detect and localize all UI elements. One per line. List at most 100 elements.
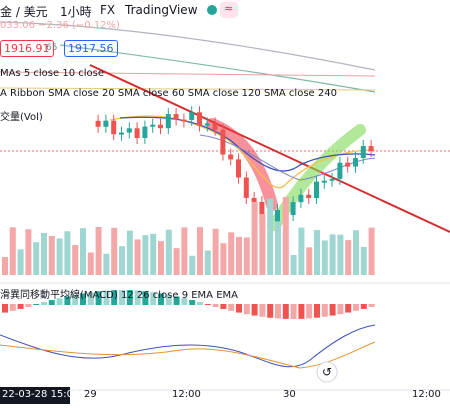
reset-icon[interactable]: ↺	[322, 365, 332, 379]
candle	[360, 146, 366, 159]
candle	[111, 120, 117, 135]
macd-bar	[56, 298, 63, 305]
source: TradingView	[125, 3, 198, 17]
volume-bar	[360, 247, 367, 275]
volume-bar	[282, 197, 289, 275]
volume-bar	[181, 227, 188, 275]
ma-10	[119, 116, 376, 172]
candle	[173, 114, 179, 120]
ma-240	[0, 21, 376, 71]
candle	[189, 112, 195, 120]
volume-bar	[259, 213, 266, 275]
macd-bar	[220, 304, 227, 309]
x-label: 30	[283, 389, 296, 400]
volume-bar	[329, 234, 336, 275]
candle	[275, 209, 280, 224]
macd-bar	[134, 290, 141, 305]
candle	[220, 129, 226, 155]
interval: 1小時	[60, 5, 92, 19]
highlight-up	[269, 124, 366, 231]
candle	[353, 158, 358, 167]
volume-bar	[337, 234, 344, 275]
macd-bar	[111, 290, 118, 305]
macd-bar	[298, 304, 305, 319]
macd-bar	[173, 296, 180, 305]
macd-bar	[197, 302, 203, 305]
volume-bar	[368, 227, 375, 275]
volume-bar	[48, 236, 55, 275]
macd-bar	[189, 300, 196, 305]
volume-bar	[126, 230, 133, 275]
volume-bar	[33, 242, 40, 275]
volume-bar	[103, 253, 110, 275]
candle	[95, 120, 101, 127]
volume-label: 交量(Vol)	[0, 112, 43, 123]
macd-bar	[95, 291, 102, 305]
volume-bar	[220, 243, 227, 275]
candle	[150, 124, 156, 127]
badge	[220, 2, 238, 18]
ma-60	[0, 71, 376, 77]
macd-bar	[212, 304, 219, 308]
macd-bar	[64, 296, 71, 305]
candle	[251, 197, 257, 202]
volume-bar	[41, 233, 47, 275]
macd-bar	[150, 292, 157, 305]
candle	[212, 123, 218, 130]
macd-bar	[2, 304, 8, 313]
volume-bar	[197, 227, 203, 275]
macd-bar	[314, 304, 320, 318]
candle	[243, 177, 249, 198]
macd-line	[0, 324, 376, 368]
macd-bar	[282, 304, 289, 319]
volume-bar	[251, 201, 258, 275]
candle	[290, 202, 296, 216]
macd-bar	[306, 304, 313, 319]
macd-bar	[353, 304, 359, 311]
candle	[337, 162, 343, 179]
candle	[314, 181, 319, 199]
candle	[126, 128, 132, 133]
volume-bar	[25, 229, 32, 275]
macd-bar	[345, 304, 352, 313]
ask[interactable]: 1917.56	[64, 40, 118, 57]
candle	[368, 146, 374, 152]
reset-button[interactable]	[316, 361, 338, 383]
macd-bar	[41, 302, 47, 305]
x-label: 29	[84, 389, 97, 400]
volume-bar	[243, 237, 250, 275]
candle	[306, 194, 312, 199]
candle	[142, 126, 148, 139]
macd-bar	[158, 293, 164, 305]
change: 033.06 −2.36 (−0.12%)	[0, 20, 120, 31]
macd-bar	[204, 304, 211, 306]
volume-bar	[119, 246, 125, 275]
volume-bar	[80, 228, 86, 275]
volume-bar	[150, 233, 157, 275]
macd-bar	[103, 290, 110, 305]
macd-bar	[337, 304, 344, 315]
macd-bar	[142, 291, 149, 305]
signal-line	[0, 341, 376, 369]
volume-bar	[298, 227, 305, 275]
macd-bar	[181, 298, 188, 305]
macd-bar	[25, 304, 32, 307]
badge-icon: ≈	[224, 2, 234, 15]
ma-20	[0, 87, 376, 91]
macd-bar	[275, 304, 281, 319]
macd-bar	[33, 304, 40, 305]
bid[interactable]: 1916.91	[0, 40, 54, 57]
macd-bar	[360, 304, 367, 309]
macd-bar	[321, 304, 328, 317]
macd-bar	[9, 304, 16, 311]
candle	[197, 112, 202, 126]
volume-bar	[306, 247, 313, 275]
volume-bar	[204, 250, 211, 275]
volume-bar	[321, 240, 328, 275]
macd-bar	[17, 304, 24, 309]
volume-bar	[275, 221, 281, 275]
candle	[259, 201, 265, 226]
volume-bar	[142, 235, 149, 275]
macd-label: 滑異同移動平均線(MACD) 12 26 close 9 EMA EMA	[0, 290, 238, 301]
volume-bar	[9, 227, 16, 275]
